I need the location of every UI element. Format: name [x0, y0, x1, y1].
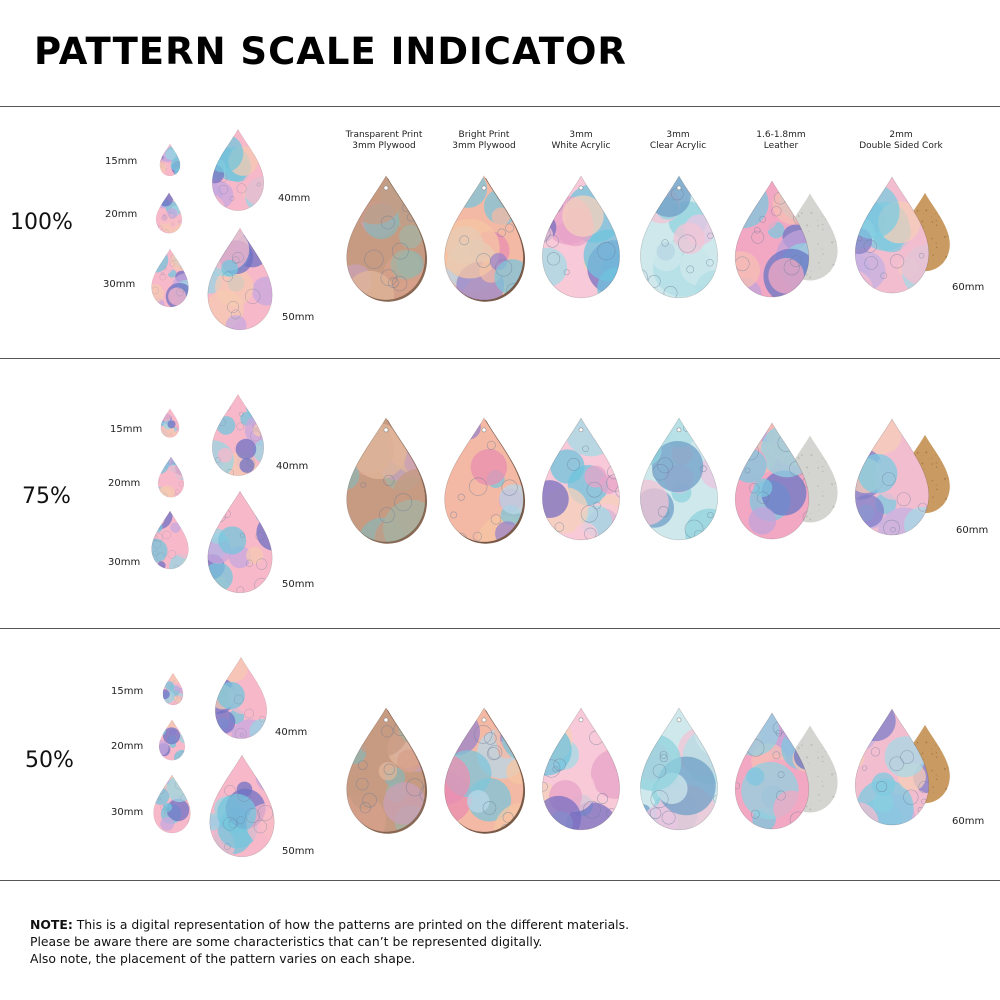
size-label-60mm: 60mm — [952, 282, 985, 293]
size-label-40mm: 40mm — [276, 461, 309, 472]
scale-label-50: 50% — [25, 748, 74, 773]
material-header-clear-acrylic: 3mm Clear Acrylic — [649, 130, 707, 151]
material-drop-cork-front-50 — [852, 708, 932, 826]
material-drop-bright-plywood-75 — [441, 417, 527, 544]
size-label-60mm: 60mm — [952, 816, 985, 827]
material-header-cork: 2mm Double Sided Cork — [859, 130, 943, 151]
note-label: NOTE: — [30, 917, 73, 932]
sample-drop-40mm-75 — [210, 393, 266, 477]
material-drop-cork-front-100 — [852, 176, 932, 294]
size-label-20mm: 20mm — [111, 741, 144, 752]
material-drop-transparent-plywood-75 — [343, 417, 429, 544]
sample-drop-50mm-50 — [207, 754, 277, 858]
sample-drop-15mm-50 — [162, 672, 184, 706]
sample-drop-15mm-75 — [160, 408, 180, 438]
page-title: PATTERN SCALE INDICATOR — [34, 30, 627, 73]
scale-label-75: 75% — [22, 484, 71, 509]
size-label-40mm: 40mm — [275, 727, 308, 738]
scale-label-100: 100% — [10, 210, 73, 235]
sample-drop-30mm-100 — [150, 248, 190, 308]
size-label-30mm: 30mm — [103, 279, 136, 290]
divider — [0, 880, 1000, 881]
divider — [0, 628, 1000, 629]
material-drop-leather-front-50 — [732, 712, 812, 830]
material-drop-bright-plywood-50 — [441, 707, 527, 834]
footer-note: NOTE: This is a digital representation o… — [30, 916, 629, 967]
sample-drop-20mm-100 — [155, 192, 183, 234]
sample-drop-20mm-75 — [157, 456, 185, 498]
size-label-30mm: 30mm — [111, 807, 144, 818]
sample-drop-20mm-50 — [158, 719, 186, 761]
material-drop-clear-acrylic-75 — [637, 417, 721, 541]
material-header-white-acrylic: 3mm White Acrylic — [551, 130, 611, 151]
size-label-60mm: 60mm — [956, 525, 989, 536]
sample-drop-40mm-100 — [210, 128, 266, 212]
note-line-3: Also note, the placement of the pattern … — [30, 951, 416, 966]
note-line-1: This is a digital representation of how … — [72, 917, 630, 932]
size-label-15mm: 15mm — [105, 156, 138, 167]
material-drop-clear-acrylic-50 — [637, 707, 721, 831]
size-label-50mm: 50mm — [282, 579, 315, 590]
size-label-50mm: 50mm — [282, 846, 315, 857]
material-header-bright-plywood: Bright Print 3mm Plywood — [452, 130, 516, 151]
divider — [0, 358, 1000, 359]
material-drop-transparent-plywood-50 — [343, 707, 429, 834]
material-drop-leather-front-75 — [732, 422, 812, 540]
sample-drop-40mm-50 — [213, 656, 269, 740]
size-label-30mm: 30mm — [108, 557, 141, 568]
sample-drop-15mm-100 — [159, 142, 181, 178]
sample-drop-30mm-75 — [150, 510, 190, 570]
divider — [0, 106, 1000, 107]
material-drop-white-acrylic-100 — [539, 175, 623, 299]
size-label-50mm: 50mm — [282, 312, 315, 323]
size-label-20mm: 20mm — [108, 478, 141, 489]
material-drop-white-acrylic-75 — [539, 417, 623, 541]
material-drop-transparent-plywood-100 — [343, 175, 429, 302]
material-header-transparent-plywood: Transparent Print 3mm Plywood — [345, 130, 423, 151]
sample-drop-30mm-50 — [152, 774, 192, 834]
size-label-15mm: 15mm — [111, 686, 144, 697]
size-label-20mm: 20mm — [105, 209, 138, 220]
material-header-leather: 1.6-1.8mm Leather — [756, 130, 806, 151]
material-drop-bright-plywood-100 — [441, 175, 527, 302]
sample-drop-50mm-75 — [205, 490, 275, 594]
size-label-15mm: 15mm — [110, 424, 143, 435]
material-drop-leather-front-100 — [732, 180, 812, 298]
material-drop-clear-acrylic-100 — [637, 175, 721, 299]
material-drop-cork-front-75 — [852, 418, 932, 536]
note-line-2: Please be aware there are some character… — [30, 934, 543, 949]
size-label-40mm: 40mm — [278, 193, 311, 204]
sample-drop-50mm-100 — [205, 227, 275, 331]
material-drop-white-acrylic-50 — [539, 707, 623, 831]
